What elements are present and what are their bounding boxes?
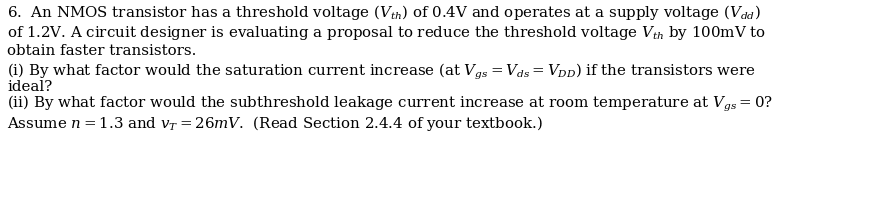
Text: obtain faster transistors.: obtain faster transistors. bbox=[7, 44, 196, 58]
Text: (ii) By what factor would the subthreshold leakage current increase at room temp: (ii) By what factor would the subthresho… bbox=[7, 93, 773, 113]
Text: Assume $n = 1.3$ and $v_T = 26mV$.  (Read Section 2.4.4 of your textbook.): Assume $n = 1.3$ and $v_T = 26mV$. (Read… bbox=[7, 114, 543, 133]
Text: 6.  An NMOS transistor has a threshold voltage ($V_{th}$) of 0.4V and operates a: 6. An NMOS transistor has a threshold vo… bbox=[7, 3, 761, 22]
Text: (i) By what factor would the saturation current increase (at $V_{gs} = V_{ds} = : (i) By what factor would the saturation … bbox=[7, 61, 756, 81]
Text: ideal?: ideal? bbox=[7, 80, 52, 94]
Text: of 1.2V. A circuit designer is evaluating a proposal to reduce the threshold vol: of 1.2V. A circuit designer is evaluatin… bbox=[7, 23, 766, 41]
